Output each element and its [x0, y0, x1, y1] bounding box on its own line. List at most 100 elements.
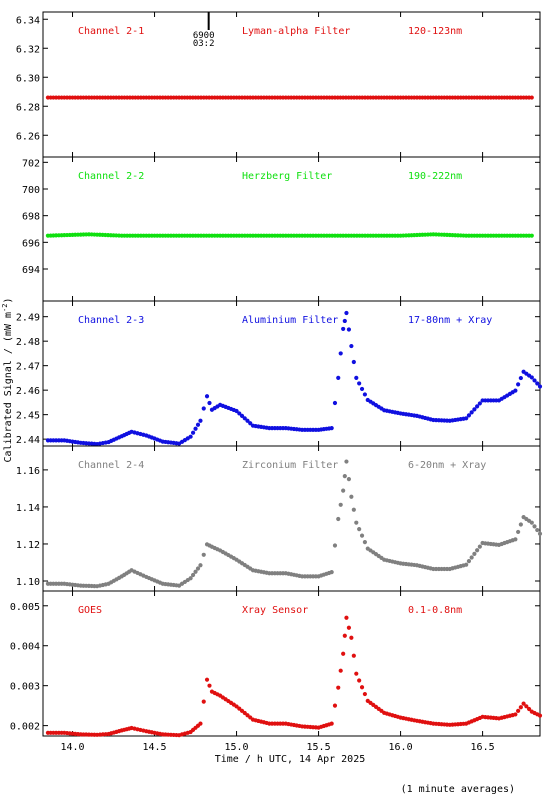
data-point	[379, 708, 384, 713]
data-point	[338, 351, 343, 356]
data-point	[464, 416, 469, 421]
data-point	[529, 520, 534, 525]
data-point	[359, 386, 365, 392]
data-point	[532, 524, 537, 529]
data-point	[351, 653, 356, 658]
data-point	[248, 421, 253, 426]
series-points	[45, 615, 543, 738]
y-tick-label: 1.16	[16, 466, 40, 477]
series-points	[45, 310, 543, 447]
y-tick-label: 1.10	[16, 577, 40, 588]
data-point	[359, 533, 365, 538]
data-point	[524, 371, 529, 376]
data-point	[239, 413, 245, 418]
data-point	[234, 704, 239, 709]
data-point	[179, 581, 185, 586]
data-point	[516, 529, 521, 535]
data-point	[477, 544, 482, 549]
data-point	[188, 434, 193, 439]
y-tick-label: 702	[22, 158, 40, 169]
y-tick-label: 2.48	[16, 337, 40, 348]
y-tick-label: 2.49	[16, 313, 40, 324]
series-points	[45, 459, 543, 589]
data-point	[521, 701, 526, 706]
data-point	[362, 691, 368, 697]
data-point	[204, 394, 210, 399]
data-point	[245, 713, 250, 718]
data-point	[193, 426, 198, 431]
data-point	[344, 459, 349, 464]
x-axis-group: 14.0 14.5 15.0 15.5 16.0 16.5	[60, 742, 494, 753]
data-point	[185, 436, 190, 441]
data-point	[338, 502, 343, 507]
y-tick-label: 696	[22, 238, 40, 249]
data-point	[332, 543, 338, 548]
y-tick-label: 6.28	[16, 102, 40, 113]
x-tick-label: 15.5	[307, 742, 331, 753]
data-point	[204, 677, 210, 682]
y-tick-label: 0.003	[10, 682, 40, 693]
data-point	[524, 704, 529, 709]
data-point	[198, 563, 203, 568]
y-tick-label: 1.12	[16, 540, 40, 551]
panel-3: 2.44 2.45 2.46 2.47 2.48 2.49 Channel 2-3 Alumi…	[16, 300, 543, 447]
data-point	[513, 537, 518, 542]
data-point	[242, 416, 247, 421]
data-point	[354, 520, 359, 525]
data-point	[376, 553, 381, 559]
data-point	[329, 426, 334, 431]
y-tick-label: 6.26	[16, 131, 40, 142]
data-point	[371, 702, 376, 707]
y-tick-label: 700	[22, 185, 40, 196]
y-tick-label: 6.30	[16, 73, 40, 84]
data-point	[329, 570, 334, 575]
data-point	[237, 706, 242, 711]
data-point	[349, 343, 354, 349]
data-point	[466, 413, 472, 418]
panels-group: 6.26 6.28 6.30 6.32 6.34 Channel 2-1 Lyman-alp…	[10, 11, 543, 738]
data-point	[223, 697, 228, 702]
data-point	[182, 579, 187, 585]
data-point	[472, 551, 477, 556]
filter-label: Lyman-alpha Filter	[242, 26, 350, 37]
data-point	[201, 552, 206, 557]
data-point	[365, 546, 370, 551]
data-point	[362, 392, 368, 397]
panel-2: 694 696 698 700 702 Channel 2-2 Herzberg Filte…	[22, 156, 541, 302]
data-point	[518, 522, 523, 527]
data-point	[518, 375, 523, 381]
data-point	[190, 572, 196, 578]
data-point	[336, 375, 341, 381]
data-point	[195, 566, 201, 571]
data-point	[349, 635, 354, 640]
data-point	[349, 494, 354, 499]
data-point	[182, 438, 187, 443]
x-tick-label: 14.5	[142, 742, 166, 753]
data-point	[477, 401, 482, 406]
data-point	[535, 381, 540, 386]
channel-label: Channel 2-3	[78, 315, 144, 326]
y-tick-label: 6.32	[16, 44, 40, 55]
data-point	[513, 712, 518, 717]
channel-label: Channel 2-2	[78, 171, 144, 182]
data-point	[193, 569, 198, 574]
data-point	[526, 706, 532, 712]
data-point	[351, 507, 356, 512]
data-point	[207, 400, 212, 406]
y-tick-label: 0.004	[10, 642, 40, 653]
data-point	[195, 422, 201, 427]
data-point	[188, 576, 193, 581]
data-point	[521, 515, 526, 520]
event-marker-label-top: 6900	[193, 31, 215, 41]
channel-label: Channel 2-4	[78, 460, 144, 471]
data-point	[537, 384, 543, 389]
data-point	[346, 327, 352, 332]
data-point	[177, 583, 182, 588]
data-point	[341, 651, 346, 656]
data-point	[190, 430, 196, 435]
data-point	[177, 441, 182, 446]
y-tick-label: 0.005	[10, 602, 40, 613]
data-point	[516, 382, 521, 387]
data-point	[516, 708, 521, 713]
